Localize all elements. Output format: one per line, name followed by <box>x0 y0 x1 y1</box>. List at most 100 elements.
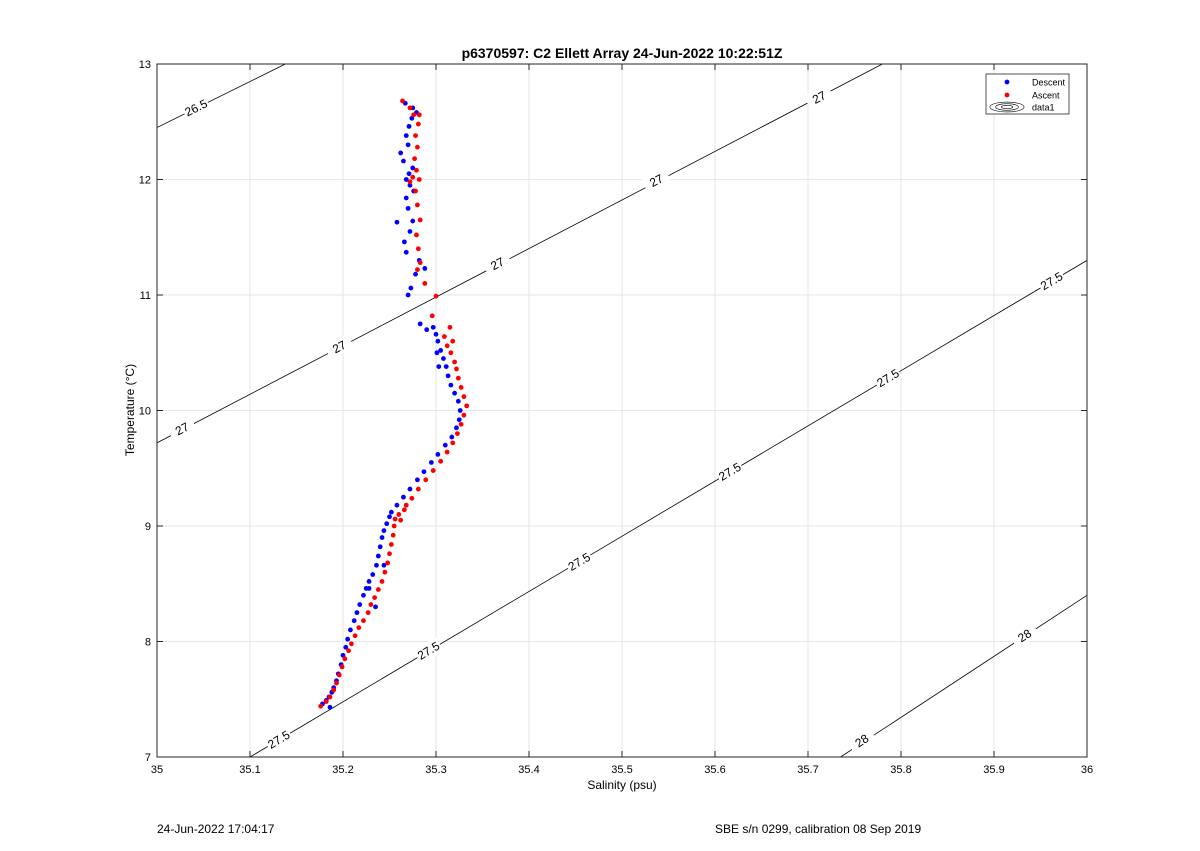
ascent-point <box>455 375 461 381</box>
x-tick-label: 35.4 <box>518 764 539 776</box>
descent-point <box>398 150 404 156</box>
ascent-point <box>413 133 418 139</box>
ascent-point <box>452 359 457 365</box>
descent-point <box>421 469 427 475</box>
ascent-point <box>458 385 464 390</box>
ticks: 35 35.1 35.2 35.3 35.4 35.5 35.6 35.7 35.8 35.9 36… <box>139 59 1093 776</box>
ascent-point <box>331 687 337 693</box>
ascent-point <box>438 458 444 464</box>
descent-point <box>361 592 366 598</box>
ascent-point <box>398 517 404 523</box>
descent-point <box>351 618 357 624</box>
ascent-point <box>416 112 422 118</box>
y-tick-label: 9 <box>145 521 151 533</box>
descent-point <box>388 509 394 515</box>
contour-line-26.5 <box>157 64 286 128</box>
descent-point <box>387 514 392 520</box>
contour-label: 27 <box>810 88 829 107</box>
descent-point <box>375 553 381 559</box>
descent-point <box>406 171 412 177</box>
descent-point <box>401 494 406 500</box>
descent-point <box>452 390 457 396</box>
descent-point <box>374 562 379 568</box>
descent-point <box>410 165 416 171</box>
contour-label-gap <box>872 364 903 391</box>
x-tick-label: 35.6 <box>704 764 725 776</box>
ascent-point <box>415 202 420 208</box>
ascent-point <box>372 595 378 601</box>
descent-point <box>413 271 418 277</box>
ascent-point <box>448 350 454 356</box>
ascent-point <box>414 232 419 238</box>
descent-point <box>370 572 376 577</box>
descent-point <box>405 292 411 298</box>
y-tick-label: 10 <box>139 406 151 418</box>
descent-point <box>379 535 385 540</box>
ascent-point <box>433 293 439 299</box>
x-tick-label: 35.8 <box>890 764 911 776</box>
descent-point <box>405 205 411 211</box>
ascent-point <box>385 560 391 566</box>
contour-label: 27 <box>647 171 666 190</box>
descent-point <box>449 434 455 440</box>
ascent-point <box>430 468 436 473</box>
x-tick-label: 36 <box>1081 764 1093 776</box>
contour-label: 27 <box>488 254 507 273</box>
ascent-point <box>414 167 419 173</box>
descent-point <box>384 521 390 527</box>
contour-label-gap <box>1009 621 1040 649</box>
descent-point <box>345 636 351 642</box>
contour-label-gap <box>803 84 834 110</box>
ascent-point <box>392 516 398 522</box>
descent-point <box>455 398 461 404</box>
legend-contour-icon <box>1000 105 1013 109</box>
descent-point <box>434 350 440 356</box>
descent-point <box>327 704 333 710</box>
descent-point <box>456 417 462 423</box>
contour-label-gap <box>563 548 594 575</box>
ascent-point <box>396 512 402 517</box>
contour-label-group: 28 <box>846 727 877 754</box>
legend-contour-icon <box>989 101 1025 113</box>
ascent-point <box>318 703 324 709</box>
descent-point <box>381 528 387 534</box>
ascent-point <box>461 394 467 400</box>
ascent-point <box>415 121 421 127</box>
contour-label-group: 27.5 <box>563 548 594 575</box>
descent-point <box>422 266 428 271</box>
y-tick-label: 7 <box>145 752 151 764</box>
contour-label-gap <box>482 250 513 277</box>
ascent-point <box>415 267 420 272</box>
contour-label-group: 28 <box>1009 621 1040 649</box>
ascent-point <box>400 98 405 104</box>
descent-point <box>381 562 387 568</box>
ascent-point <box>415 144 420 150</box>
footer-calibration: SBE s/n 0299, calibration 08 Sep 2019 <box>715 822 922 836</box>
ascent-point <box>417 260 423 266</box>
ascent-point <box>447 324 453 330</box>
descent-point <box>410 218 416 224</box>
legend-label: Ascent <box>1032 91 1060 101</box>
descent-point <box>441 356 446 361</box>
ascent-point <box>413 188 418 194</box>
contour-label: 27 <box>330 338 349 357</box>
descent-point <box>394 502 400 508</box>
contour-label-gap <box>413 637 444 664</box>
ascent-point <box>361 618 366 624</box>
ascent-point <box>450 338 456 344</box>
x-tick-label: 35.3 <box>425 764 446 776</box>
descent-point <box>408 285 414 291</box>
descent-point <box>377 544 383 550</box>
ascent-point <box>334 680 339 686</box>
contour-label-gap <box>324 333 355 360</box>
ascent-point <box>390 532 396 538</box>
descent-point <box>417 321 423 327</box>
descent-point <box>401 239 407 245</box>
descent-point <box>403 195 409 201</box>
descent-point <box>405 142 411 148</box>
ascent-point <box>444 449 450 455</box>
contour-label-group: 27 <box>482 250 513 277</box>
ascent-point <box>407 105 413 111</box>
ascent-point <box>454 431 460 436</box>
